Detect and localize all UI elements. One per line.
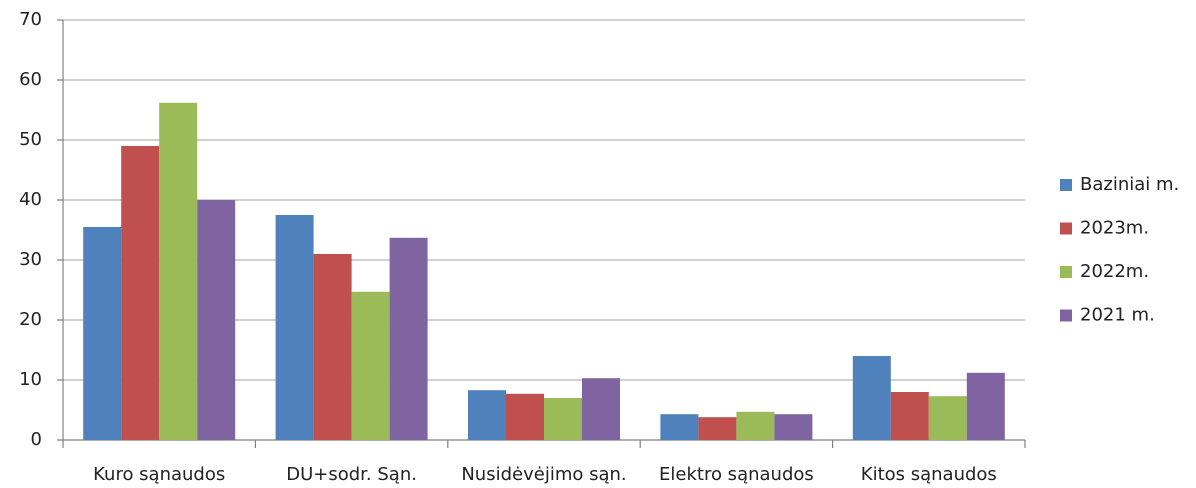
- bar: [698, 417, 737, 440]
- bar: [468, 390, 507, 440]
- bar: [506, 393, 544, 440]
- bar: [544, 398, 582, 440]
- y-tick-label: 40: [19, 189, 42, 210]
- y-tick-label: 0: [31, 429, 42, 450]
- bar: [736, 411, 775, 440]
- y-tick-label: 30: [19, 249, 42, 270]
- bar: [313, 254, 352, 440]
- bar: [660, 414, 699, 440]
- bar: [389, 237, 428, 440]
- bar: [121, 146, 160, 440]
- bar: [966, 372, 1005, 440]
- x-tick-label: DU+sodr. Sąn.: [286, 464, 417, 485]
- legend-label: 2022m.: [1080, 261, 1149, 282]
- y-tick-label: 10: [19, 369, 42, 390]
- bar: [159, 102, 198, 441]
- legend-label: 2023m.: [1080, 218, 1149, 239]
- bar: [83, 227, 122, 440]
- bar: [581, 378, 620, 440]
- legend-swatch: [1060, 309, 1072, 322]
- bar: [351, 291, 390, 440]
- x-tick-label: Kitos sąnaudos: [861, 464, 997, 485]
- bar: [774, 414, 813, 440]
- y-tick-label: 60: [19, 69, 42, 90]
- y-tick-label: 20: [19, 309, 42, 330]
- legend-swatch: [1060, 266, 1072, 278]
- legend-swatch: [1060, 179, 1072, 191]
- x-tick-label: Elektro sąnaudos: [659, 464, 814, 485]
- y-tick-label: 70: [19, 9, 42, 30]
- bar: [928, 396, 967, 440]
- legend-label: 2021 m.: [1080, 305, 1155, 326]
- bar: [197, 200, 236, 440]
- bar: [890, 392, 929, 440]
- legend-swatch: [1060, 222, 1072, 235]
- y-tick-label: 50: [19, 129, 42, 150]
- x-tick-label: Nusidėvėjimo sąn.: [461, 464, 626, 485]
- bar: [852, 356, 891, 440]
- x-tick-label: Kuro sąnaudos: [93, 464, 225, 485]
- bar: [275, 215, 314, 440]
- legend-label: Baziniai m.: [1080, 174, 1179, 195]
